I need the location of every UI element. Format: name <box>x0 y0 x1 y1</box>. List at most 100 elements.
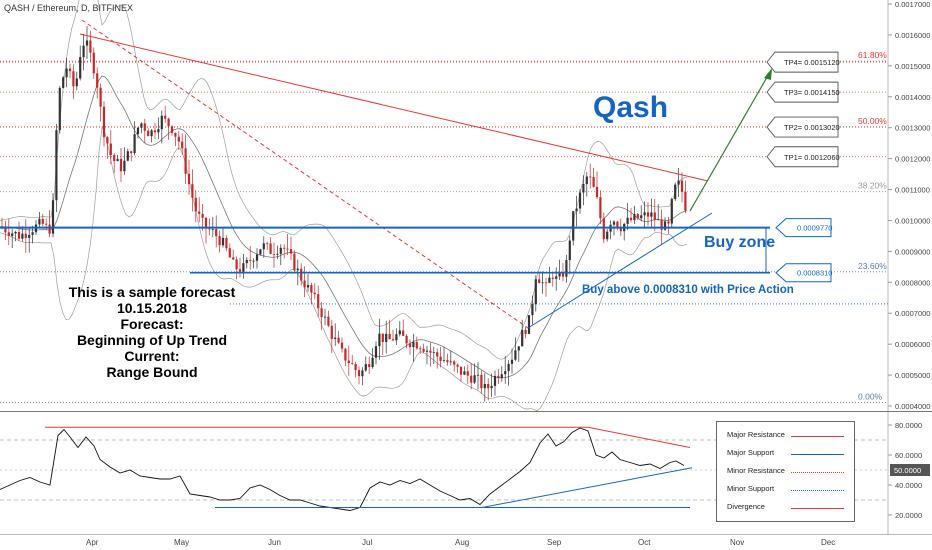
fib-level-label: 23.60% <box>858 261 887 271</box>
candle-body <box>225 237 228 249</box>
candle-body <box>606 231 609 240</box>
candle-body <box>354 364 357 371</box>
candle-body <box>595 186 599 198</box>
candle-body <box>266 243 269 245</box>
legend-label: Major Resistance <box>727 430 785 439</box>
fib-level-label: 38.20% <box>858 181 887 191</box>
legend-swatch <box>791 490 844 491</box>
candle-body <box>674 184 677 200</box>
price-tick-label: 0.0013000 <box>895 124 930 133</box>
price-tick-label: 0.0010000 <box>895 216 930 225</box>
price-tick-label: 0.0014000 <box>895 93 930 102</box>
candle-body <box>334 337 337 339</box>
candle-body <box>425 350 429 352</box>
candle-body <box>531 304 534 316</box>
target-callout-box <box>766 81 839 103</box>
candle-body <box>130 151 133 154</box>
candle-body <box>510 359 514 364</box>
price-tick-label: 0.0004000 <box>895 402 930 411</box>
rsi-tick-label: 60.0000 <box>895 451 922 460</box>
candle-body <box>306 284 310 288</box>
time-tick-label: Jun <box>268 538 281 547</box>
candle-body <box>439 356 442 361</box>
legend-label: Major Support <box>727 448 775 457</box>
candle-body <box>62 77 65 88</box>
candle-body <box>164 115 167 119</box>
candle-body <box>453 361 456 365</box>
candle-body <box>514 350 517 360</box>
candle-body <box>303 280 306 288</box>
candle-body <box>160 115 163 130</box>
candle-body <box>143 123 146 131</box>
candle-body <box>504 371 507 375</box>
candle-body <box>109 143 112 156</box>
price-tick-label: 0.0005000 <box>895 371 930 380</box>
candle-body <box>242 263 245 273</box>
candle-body <box>442 360 446 361</box>
candle-body <box>31 232 34 235</box>
candle-body <box>272 253 276 255</box>
candle-body <box>147 130 150 137</box>
candle-body <box>344 348 347 361</box>
time-tick-label: Nov <box>730 538 744 547</box>
candle-body <box>568 240 571 261</box>
fib-level-label: 0.00% <box>858 392 883 402</box>
candle-body <box>368 364 371 368</box>
candle-body <box>473 375 476 383</box>
legend-swatch <box>791 508 844 509</box>
candle-body <box>500 374 503 379</box>
candle-body <box>388 333 391 340</box>
candle-body <box>55 130 58 201</box>
candle-body <box>381 333 384 342</box>
price-tick-label: 0.0009000 <box>895 247 930 256</box>
candle-body <box>680 180 684 192</box>
candle-body <box>527 315 531 334</box>
candle-body <box>79 57 82 79</box>
candle-body <box>340 342 344 349</box>
candle-body <box>48 224 51 234</box>
candle-body <box>646 212 650 217</box>
candle-body <box>24 233 27 238</box>
candle-body <box>582 184 585 193</box>
major-resistance-line <box>79 33 709 182</box>
candle-body <box>636 214 639 219</box>
candle-body <box>612 221 616 225</box>
fib-level-label: 50.00% <box>858 116 887 126</box>
candle-body <box>269 243 272 254</box>
candle-body <box>245 259 248 264</box>
candle-body <box>201 213 204 218</box>
candle-body <box>337 337 340 343</box>
candle-body <box>177 136 180 142</box>
candle-body <box>317 294 320 309</box>
candle-body <box>429 350 432 353</box>
candle-body <box>262 243 265 250</box>
candle-body <box>259 249 262 255</box>
candle-body <box>198 211 201 214</box>
target-callout-label: TP4= 0.0015120 <box>784 58 840 67</box>
candle-body <box>279 247 282 254</box>
candle-body <box>419 348 422 350</box>
rsi-tick-label: 20.0000 <box>895 511 922 520</box>
note-line: Beginning of Up Trend <box>76 332 228 348</box>
legend: Major Resistance Major Support Minor Res… <box>716 421 855 522</box>
symbol-label: Qash <box>593 91 669 124</box>
candle-body <box>313 292 316 295</box>
candle-body <box>660 219 663 230</box>
target-callout-label: TP1= 0.0012060 <box>784 153 840 162</box>
candle-body <box>249 259 252 261</box>
candle-body <box>493 375 497 386</box>
candle-body <box>136 127 140 135</box>
candle-body <box>572 211 575 241</box>
candle-body <box>293 253 296 271</box>
target-callout-label: TP3= 0.0014150 <box>784 88 840 97</box>
candle-body <box>459 366 463 375</box>
candle-body <box>174 132 177 137</box>
candle-body <box>371 357 374 368</box>
note-line: Forecast: <box>120 316 184 332</box>
rsi-divergence-line <box>587 426 691 448</box>
candle-body <box>446 360 449 363</box>
candle-body <box>626 217 629 224</box>
candle-body <box>391 339 395 341</box>
time-tick-label: Aug <box>455 538 469 547</box>
